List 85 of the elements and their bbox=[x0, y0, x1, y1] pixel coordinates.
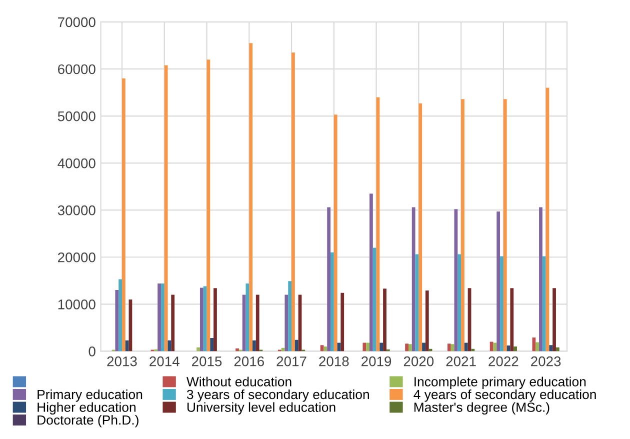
bar bbox=[418, 103, 422, 352]
y-tick-label: 40000 bbox=[58, 158, 96, 168]
legend-label: 3 years of secondary education bbox=[186, 389, 369, 402]
bar bbox=[340, 292, 344, 352]
bar bbox=[503, 99, 507, 352]
bar bbox=[536, 342, 540, 352]
bar bbox=[203, 286, 207, 352]
x-tick-label: 2023 bbox=[531, 356, 561, 366]
bar bbox=[196, 347, 200, 352]
bar bbox=[383, 288, 386, 352]
x-tick-label: 2015 bbox=[192, 356, 222, 366]
legend-label: Primary education bbox=[38, 389, 142, 402]
y-tick-label: 0 bbox=[88, 346, 96, 356]
bar bbox=[160, 283, 164, 352]
bar bbox=[366, 342, 370, 352]
bar bbox=[425, 290, 429, 352]
bar bbox=[496, 212, 500, 352]
y-tick-label: 60000 bbox=[58, 64, 96, 74]
bar bbox=[171, 294, 175, 352]
legend-label: University level education bbox=[187, 402, 336, 415]
bar bbox=[510, 288, 514, 352]
bar bbox=[362, 342, 366, 352]
bar bbox=[405, 344, 408, 352]
bar bbox=[210, 338, 214, 352]
y-tick-label: 30000 bbox=[58, 205, 96, 216]
legend-label: Without education bbox=[186, 376, 292, 386]
bar bbox=[490, 342, 494, 352]
x-tick-label: 2013 bbox=[107, 356, 137, 366]
bar bbox=[549, 345, 553, 352]
bar bbox=[408, 344, 412, 352]
bar bbox=[236, 348, 239, 352]
y-tick-label: 70000 bbox=[58, 17, 96, 28]
bar bbox=[380, 342, 384, 352]
bar bbox=[246, 283, 250, 352]
bar bbox=[164, 65, 168, 352]
bar bbox=[284, 294, 288, 352]
legend-label: Incomplete primary education bbox=[414, 376, 586, 389]
legend-label: 4 years of secondary education bbox=[414, 389, 596, 402]
x-tick-label: 2016 bbox=[234, 356, 264, 366]
x-tick-label: 2019 bbox=[362, 356, 392, 366]
bar bbox=[294, 340, 298, 352]
y-tick-label: 10000 bbox=[58, 300, 96, 310]
bar bbox=[214, 288, 217, 352]
x-tick-label: 2020 bbox=[404, 356, 434, 366]
legend-label: Higher education bbox=[38, 402, 136, 415]
legend-label: Doctorate (Ph.D.) bbox=[38, 414, 138, 428]
bar bbox=[330, 252, 334, 352]
bar bbox=[500, 256, 504, 352]
bar bbox=[122, 78, 126, 352]
bar bbox=[542, 256, 546, 352]
bar bbox=[158, 283, 161, 352]
bar bbox=[514, 346, 517, 352]
bar bbox=[292, 52, 295, 352]
bar bbox=[125, 340, 129, 352]
x-tick-label: 2017 bbox=[276, 356, 306, 366]
bar bbox=[249, 43, 253, 352]
bar bbox=[539, 207, 542, 352]
x-tick-label: 2014 bbox=[150, 356, 180, 366]
x-tick-label: 2022 bbox=[488, 356, 518, 366]
bar bbox=[115, 290, 119, 352]
y-tick-label: 20000 bbox=[58, 252, 96, 262]
bar bbox=[532, 338, 536, 352]
legend-label: Master's degree (MSc.) bbox=[414, 402, 550, 415]
bar bbox=[118, 279, 122, 352]
bar bbox=[464, 342, 468, 352]
bar bbox=[412, 207, 416, 352]
bar bbox=[252, 340, 256, 352]
bar bbox=[372, 248, 376, 352]
bar bbox=[556, 347, 560, 352]
bar bbox=[458, 254, 462, 352]
bar bbox=[256, 294, 260, 352]
bar bbox=[288, 281, 292, 352]
bar bbox=[422, 342, 426, 352]
bar bbox=[552, 288, 556, 352]
x-tick-label: 2018 bbox=[319, 356, 349, 366]
bar bbox=[447, 344, 451, 352]
bar bbox=[200, 288, 204, 352]
bar bbox=[370, 194, 373, 352]
x-tick-label: 2021 bbox=[446, 356, 476, 366]
bar bbox=[450, 344, 454, 352]
bar bbox=[461, 99, 464, 352]
bar bbox=[327, 207, 331, 352]
bar bbox=[324, 346, 328, 352]
bar bbox=[334, 114, 338, 352]
y-tick-label: 50000 bbox=[58, 111, 96, 122]
